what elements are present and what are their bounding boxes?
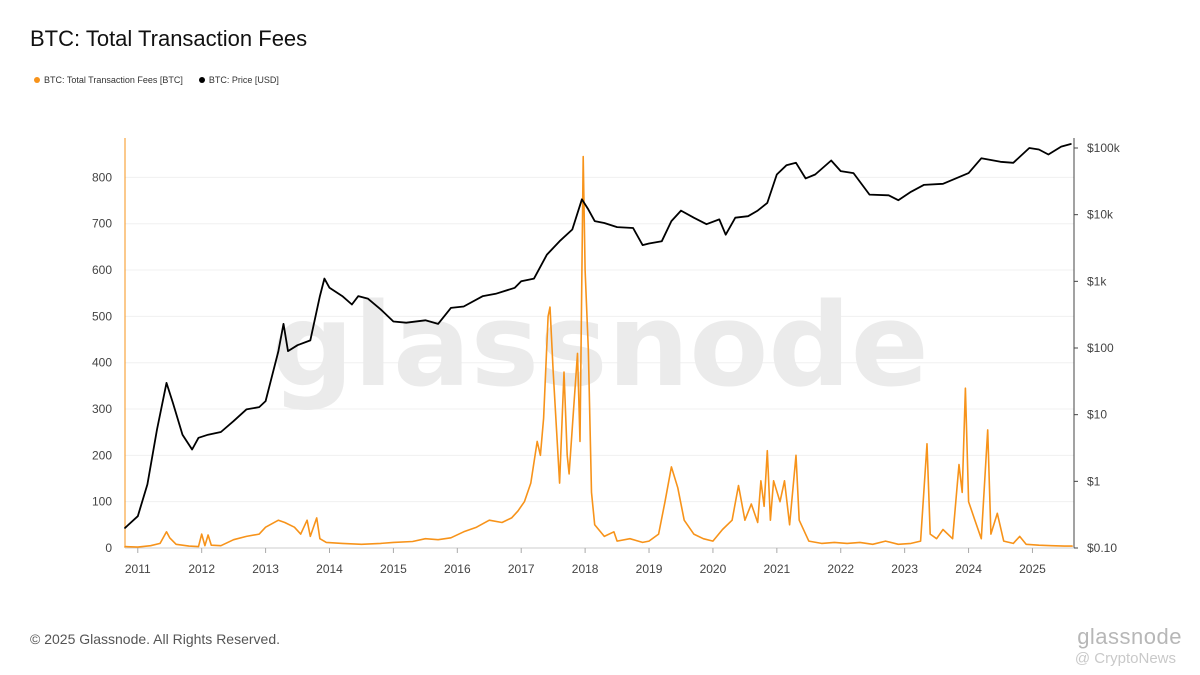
left-tick-label-8: 800 <box>92 170 112 184</box>
x-tick-label-4: 2015 <box>380 562 407 576</box>
legend-label-fees: BTC: Total Transaction Fees [BTC] <box>44 75 183 85</box>
copyright-notice: © 2025 Glassnode. All Rights Reserved. <box>30 631 281 647</box>
left-tick-label-7: 700 <box>92 217 112 231</box>
legend-label-price: BTC: Price [USD] <box>208 75 279 85</box>
x-tick-label-13: 2024 <box>955 562 982 576</box>
x-tick-label-10: 2021 <box>763 562 790 576</box>
left-tick-label-4: 400 <box>92 356 112 370</box>
x-tick-label-11: 2022 <box>827 562 854 576</box>
cryptonews-watermark: @ CryptoNews <box>1074 650 1176 667</box>
legend: BTC: Total Transaction Fees [BTC] BTC: P… <box>34 75 279 85</box>
x-tick-label-3: 2014 <box>316 562 343 576</box>
right-tick-label-6: $100k <box>1087 141 1121 155</box>
x-tick-label-6: 2017 <box>508 562 535 576</box>
left-tick-label-1: 100 <box>92 495 112 509</box>
left-tick-label-2: 200 <box>92 448 112 462</box>
right-tick-label-1: $1 <box>1087 474 1101 488</box>
x-tick-label-7: 2018 <box>572 562 599 576</box>
left-tick-label-6: 600 <box>92 263 112 277</box>
corner-brand-watermark: glassnode <box>1077 624 1182 649</box>
left-tick-label-0: 0 <box>105 541 112 555</box>
left-tick-label-5: 500 <box>92 309 112 323</box>
series-line-price <box>124 143 1072 529</box>
glassnode-watermark: glassnode <box>271 279 928 413</box>
series-line-fees <box>124 155 1073 548</box>
right-tick-label-4: $1k <box>1087 274 1107 288</box>
legend-dot-fees <box>34 77 40 83</box>
right-tick-label-0: $0.10 <box>1087 541 1117 555</box>
x-tick-label-5: 2016 <box>444 562 471 576</box>
legend-dot-price <box>198 77 205 83</box>
x-tick-label-9: 2020 <box>700 562 727 576</box>
right-tick-label-2: $10 <box>1087 408 1107 422</box>
left-tick-label-3: 300 <box>92 402 112 416</box>
x-tick-label-0: 2011 <box>125 562 151 576</box>
chart-title: BTC: Total Transaction Fees <box>30 26 308 51</box>
x-tick-label-2: 2013 <box>252 562 279 576</box>
x-tick-label-1: 2012 <box>188 562 215 576</box>
x-tick-label-12: 2023 <box>891 562 918 576</box>
legend-item-fees[interactable]: BTC: Total Transaction Fees [BTC] <box>34 75 183 85</box>
x-tick-label-14: 2025 <box>1019 562 1046 576</box>
x-tick-label-8: 2019 <box>636 562 663 576</box>
chart-svg: glassnode 0 100 200 300 400 500 600 700 800 $0.10 $… <box>92 138 1121 576</box>
legend-item-price[interactable]: BTC: Price [USD] <box>198 75 279 85</box>
right-tick-label-3: $100 <box>1087 341 1114 355</box>
right-tick-label-5: $10k <box>1087 208 1114 222</box>
